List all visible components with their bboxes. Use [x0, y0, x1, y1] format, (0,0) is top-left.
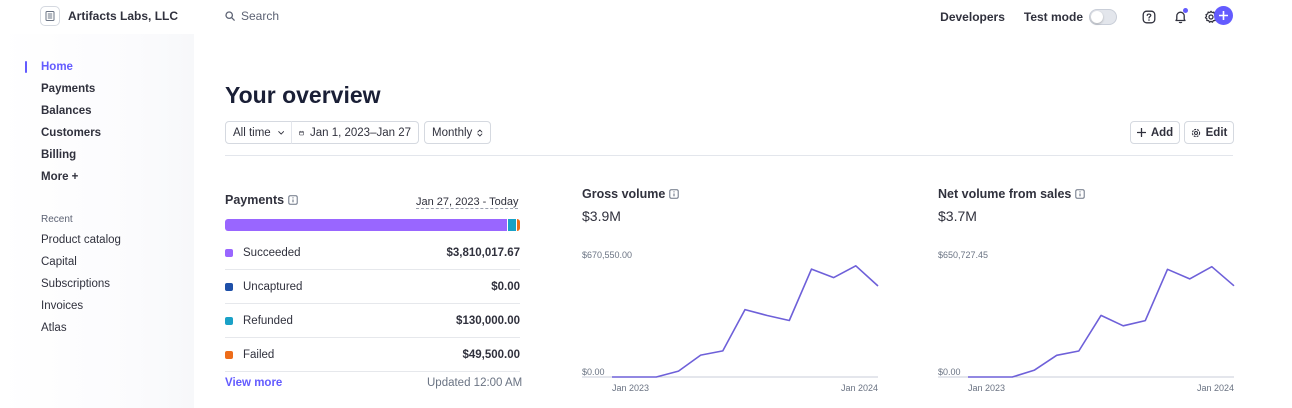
status-label: Succeeded — [243, 246, 301, 259]
add-widget-button[interactable]: Add — [1130, 121, 1180, 144]
payments-title-label: Payments — [225, 193, 285, 207]
x-end-label: Jan 2024 — [1197, 383, 1234, 393]
payments-card-title: Payments — [225, 193, 298, 207]
recent-section-label: Recent — [41, 214, 73, 225]
sidebar-item-balances[interactable]: Balances — [41, 105, 92, 117]
page-title: Your overview — [225, 82, 381, 108]
header-divider — [225, 155, 1233, 156]
developers-link[interactable]: Developers — [940, 10, 1005, 24]
sidebar-item-billing[interactable]: Billing — [41, 149, 77, 161]
recent-item-capital[interactable]: Capital — [41, 256, 77, 268]
notification-dot — [1183, 8, 1188, 13]
sidebar-item-payments[interactable]: Payments — [41, 83, 96, 95]
account-switcher[interactable]: Artifacts Labs, LLC — [40, 6, 178, 26]
x-end-label: Jan 2024 — [841, 383, 878, 393]
recent-item-product-catalog[interactable]: Product catalog — [41, 234, 121, 246]
info-icon[interactable] — [288, 195, 298, 205]
y-max-label: $650,727.45 — [938, 250, 988, 260]
range-select[interactable]: All time — [225, 121, 292, 144]
status-swatch — [225, 282, 233, 291]
top-bar: Artifacts Labs, LLC Search Developers Te… — [0, 0, 1292, 34]
test-mode-label: Test mode — [1023, 10, 1083, 24]
bar-segment-failed — [516, 219, 520, 231]
updated-timestamp: Updated 12:00 AM — [427, 377, 523, 389]
status-amount: $3,810,017.67 — [446, 246, 520, 259]
x-start-label: Jan 2023 — [968, 383, 1005, 393]
search-placeholder: Search — [241, 9, 280, 23]
test-mode-toggle[interactable] — [1089, 9, 1117, 25]
series-line — [612, 264, 879, 378]
interval-select-value: Monthly — [432, 126, 473, 139]
status-swatch — [225, 316, 233, 325]
payments-row-succeeded[interactable]: Succeeded $3,810,017.67 — [225, 236, 520, 270]
gross-volume-title[interactable]: Gross volume — [582, 187, 680, 201]
sidebar-item-more[interactable]: More + — [41, 171, 79, 183]
create-new-button[interactable] — [1214, 6, 1233, 25]
interval-select[interactable]: Monthly — [424, 121, 491, 144]
date-range-value: Jan 1, 2023–Jan 27 — [309, 126, 411, 139]
date-range-picker[interactable]: Jan 1, 2023–Jan 27 — [291, 121, 419, 144]
sidebar-item-home[interactable]: Home — [41, 61, 73, 73]
range-select-value: All time — [233, 126, 271, 139]
plus-icon — [1219, 11, 1228, 20]
status-amount: $130,000.00 — [456, 314, 520, 327]
chevron-down-icon — [277, 130, 284, 135]
y-max-label: $670,550.00 — [582, 250, 632, 260]
recent-item-subscriptions[interactable]: Subscriptions — [41, 278, 111, 290]
bar-segment-succeeded — [225, 219, 507, 231]
status-label: Failed — [243, 348, 275, 361]
sidebar-item-customers[interactable]: Customers — [41, 127, 102, 139]
gross-volume-title-label: Gross volume — [582, 187, 666, 201]
account-name: Artifacts Labs, LLC — [68, 9, 179, 23]
net-volume-title[interactable]: Net volume from sales — [938, 187, 1086, 201]
sidebar — [0, 34, 194, 408]
plus-icon — [1136, 128, 1146, 137]
edit-overview-button[interactable]: Edit — [1184, 121, 1234, 144]
bar-segment-refunded — [506, 219, 517, 231]
y-min-label: $0.00 — [938, 367, 961, 377]
status-amount: $49,500.00 — [462, 348, 520, 361]
payments-row-failed[interactable]: Failed $49,500.00 — [225, 338, 520, 372]
x-start-label: Jan 2023 — [612, 383, 649, 393]
payments-breakdown-bar — [225, 219, 520, 231]
edit-button-label: Edit — [1205, 126, 1228, 139]
active-nav-indicator — [25, 61, 27, 73]
calendar-icon — [299, 130, 304, 135]
payments-row-uncaptured[interactable]: Uncaptured $0.00 — [225, 270, 520, 304]
notifications-bell-icon[interactable] — [1172, 8, 1188, 25]
status-label: Uncaptured — [243, 280, 303, 293]
view-more-link[interactable]: View more — [225, 377, 283, 389]
gross-volume-total: $3.9M — [582, 208, 621, 224]
net-volume-total: $3.7M — [938, 208, 977, 224]
recent-item-invoices[interactable]: Invoices — [41, 300, 84, 312]
chevron-up-down-icon — [477, 129, 483, 136]
add-button-label: Add — [1150, 126, 1174, 139]
status-label: Refunded — [243, 314, 293, 327]
help-icon[interactable] — [1141, 9, 1157, 25]
payments-date-range-link[interactable]: Jan 27, 2023 - Today — [416, 196, 519, 208]
y-min-label: $0.00 — [582, 367, 605, 377]
recent-item-atlas[interactable]: Atlas — [41, 322, 67, 334]
info-icon[interactable] — [669, 189, 680, 199]
search-icon — [225, 11, 235, 21]
status-amount: $0.00 — [491, 280, 520, 293]
net-volume-title-label: Net volume from sales — [938, 187, 1072, 201]
status-swatch — [225, 248, 233, 257]
payments-row-refunded[interactable]: Refunded $130,000.00 — [225, 304, 520, 338]
gross-volume-chart[interactable]: $670,550.00 $0.00 Jan 2023 Jan 2024 — [582, 246, 882, 396]
status-swatch — [225, 350, 233, 359]
info-icon[interactable] — [1075, 189, 1086, 199]
gear-icon — [1191, 128, 1200, 137]
search-input[interactable]: Search — [225, 9, 279, 23]
toggle-knob — [1091, 11, 1103, 23]
series-line — [968, 265, 1235, 378]
net-volume-chart[interactable]: $650,727.45 $0.00 Jan 2023 Jan 2024 — [938, 246, 1238, 396]
account-logo-icon — [40, 6, 60, 26]
